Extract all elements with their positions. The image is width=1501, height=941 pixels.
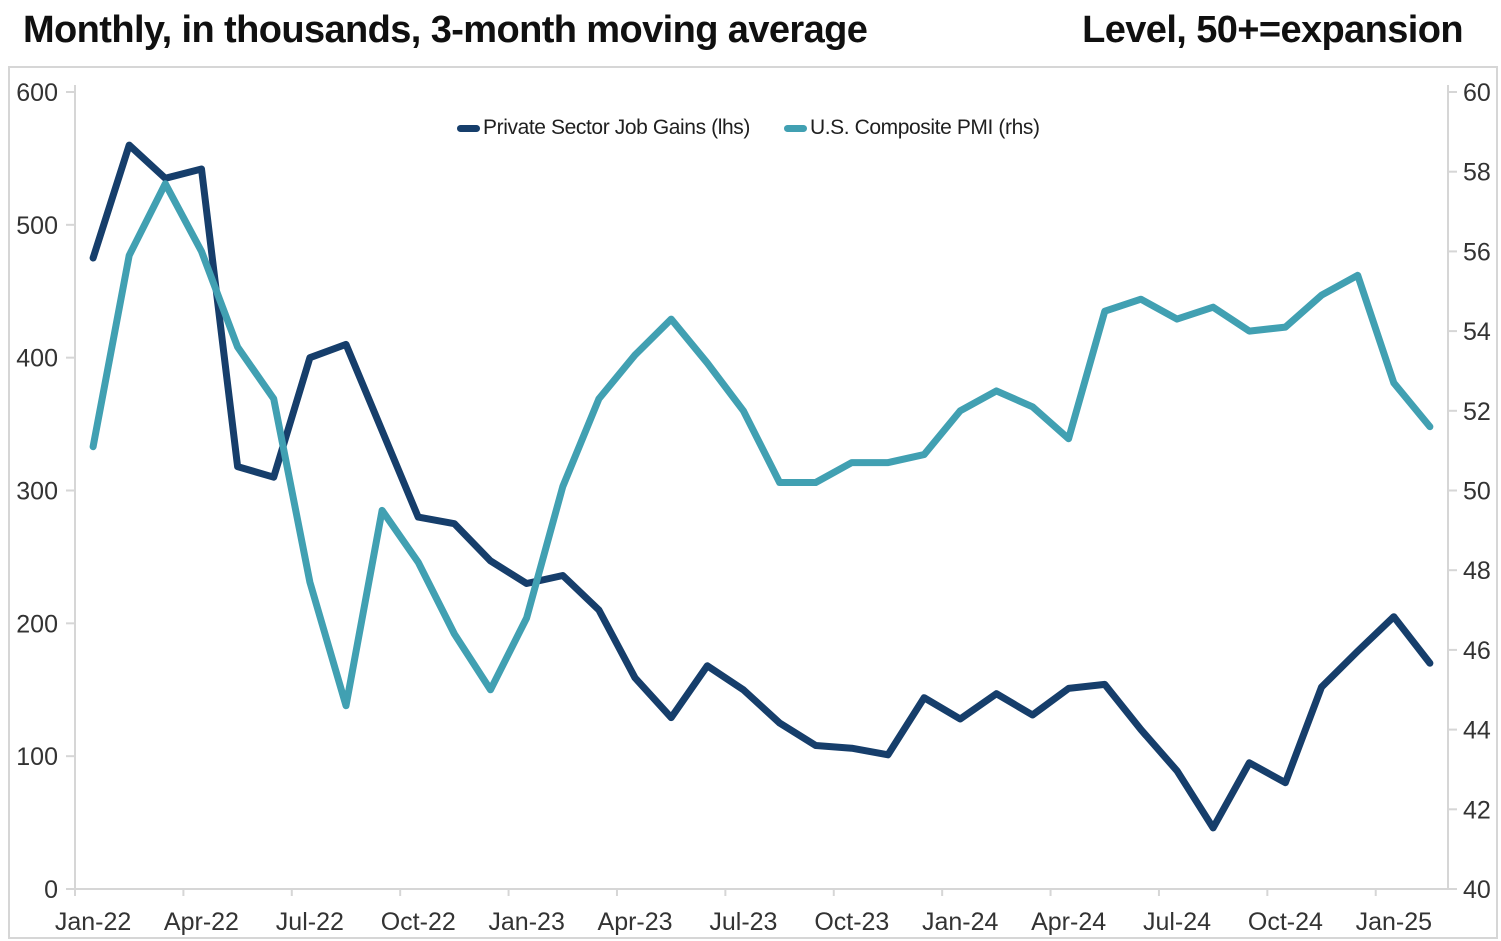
x-axis-tick-label: Jan-24	[922, 908, 999, 936]
legend-label-private-sector-job-gains: Private Sector Job Gains (lhs)	[483, 116, 750, 139]
right-axis-tick-label: 42	[1463, 796, 1491, 824]
legend-item-us-composite-pmi: U.S. Composite PMI (rhs)	[783, 116, 1040, 140]
x-axis-tick-label: Apr-24	[1031, 908, 1106, 936]
right-axis-tick-label: 54	[1463, 318, 1491, 346]
x-axis-tick-label: Jan-25	[1356, 908, 1432, 936]
right-axis-tick-label: 58	[1463, 159, 1491, 187]
right-axis-tick-label: 46	[1463, 637, 1491, 665]
right-axis-tick-label: 48	[1463, 557, 1491, 585]
left-axis-tick-label: 0	[44, 876, 58, 904]
x-axis-tick-label: Oct-23	[814, 908, 889, 936]
right-axis-tick-label: 56	[1463, 238, 1491, 266]
right-axis-tick-label: 52	[1463, 398, 1491, 426]
x-axis-tick-label: Jan-22	[55, 908, 131, 936]
x-axis-tick-label: Jul-22	[276, 908, 344, 936]
x-axis-tick-label: Apr-22	[164, 908, 239, 936]
x-axis-tick-label: Oct-22	[381, 908, 456, 936]
left-axis-tick-label: 200	[16, 610, 58, 638]
right-axis-tick-label: 60	[1463, 79, 1491, 107]
left-axis-tick-label: 600	[16, 79, 58, 107]
chart-legend: Private Sector Job Gains (lhs) U.S. Comp…	[457, 116, 1040, 140]
chart-title-right: Level, 50+=expansion	[1082, 9, 1463, 51]
right-axis-tick-label: 40	[1463, 876, 1491, 904]
left-axis-tick-label: 400	[16, 345, 58, 373]
left-axis-tick-label: 500	[16, 212, 58, 240]
left-axis-tick-label: 100	[16, 743, 58, 771]
left-axis-tick-label: 300	[16, 478, 58, 506]
legend-marker-teal-icon	[783, 124, 807, 132]
right-axis: 40 42 44 46 48 50 52 54 56 58 60	[1448, 79, 1491, 904]
legend-marker-navy-icon	[457, 124, 480, 132]
x-axis-tick-label: Jul-23	[709, 908, 777, 936]
axes	[74, 85, 1449, 890]
right-axis-tick-label: 44	[1463, 717, 1491, 745]
right-axis-tick-label: 50	[1463, 478, 1491, 506]
series-u-s-composite-pmi-rhs	[89, 180, 1434, 710]
series-private-sector-job-gains-lhs	[89, 141, 1434, 832]
x-axis: Jan-22 Apr-22 Jul-22 Oct-22 Jan-23 Apr-23 Jul-…	[55, 889, 1432, 936]
chart-title-left: Monthly, in thousands, 3-month moving av…	[23, 9, 868, 51]
x-axis-tick-label: Apr-23	[598, 908, 673, 936]
legend-item-private-sector-job-gains: Private Sector Job Gains (lhs)	[457, 116, 750, 140]
legend-label-us-composite-pmi: U.S. Composite PMI (rhs)	[809, 116, 1040, 139]
left-axis: 0 100 200 300 400 500 600	[16, 79, 75, 904]
x-axis-tick-label: Jan-23	[488, 908, 564, 936]
chart-frame	[8, 66, 1498, 939]
x-axis-tick-label: Oct-24	[1248, 908, 1323, 936]
x-axis-tick-label: Jul-24	[1143, 908, 1211, 936]
